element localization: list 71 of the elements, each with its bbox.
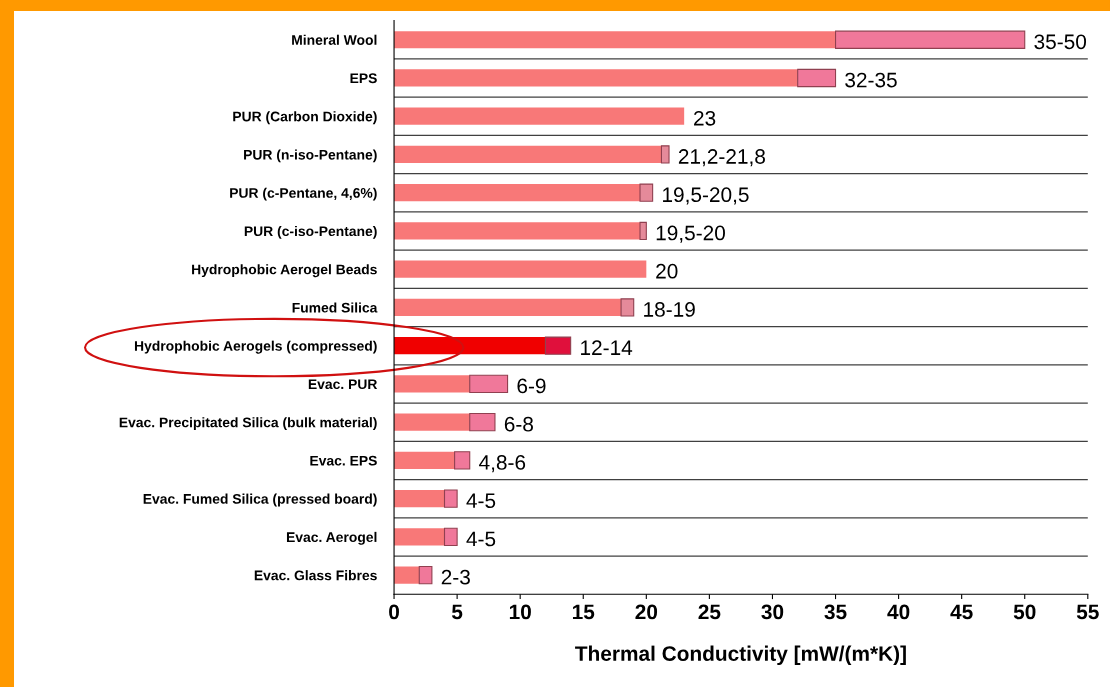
y-tick-label: PUR (c-iso-Pentane)	[244, 225, 377, 239]
total-label: 20	[656, 263, 678, 279]
x-tick-label: 35	[824, 604, 847, 620]
x-tick-label: 40	[887, 604, 910, 620]
bar	[797, 68, 837, 88]
bar	[394, 145, 662, 164]
bar	[834, 30, 1026, 49]
x-tick-label: 5	[451, 604, 463, 620]
total-label: 4-5	[466, 531, 496, 547]
bar	[394, 490, 445, 508]
y-tick-label: Evac. Fumed Silica (pressed board)	[143, 493, 377, 507]
bar	[394, 222, 641, 240]
bar	[660, 145, 670, 164]
x-tick-label: 20	[635, 604, 658, 620]
x-tick-label: 15	[572, 604, 595, 620]
total-label: 19,5-20,5	[663, 187, 749, 205]
x-tick-label: 25	[698, 604, 721, 620]
bar	[394, 107, 685, 125]
x-axis-title: Thermal Conductivity [mW/(m*K)]	[575, 645, 906, 666]
bar	[443, 527, 458, 547]
x-tick-label: 0	[389, 604, 399, 620]
x-tick-label: 50	[1013, 604, 1036, 620]
y-tick-label: PUR (Carbon Dioxide)	[233, 111, 377, 125]
total-label: 19,5-20	[656, 225, 725, 243]
bar	[469, 413, 496, 432]
total-label: 2-3	[441, 569, 470, 585]
y-tick-label: Evac. EPS	[310, 455, 377, 466]
bar	[394, 566, 420, 584]
total-label: 18-19	[644, 302, 695, 317]
x-tick-label: 55	[1076, 604, 1099, 620]
bar	[394, 31, 836, 49]
total-label: 21,2-21,8	[678, 149, 765, 167]
bar	[394, 298, 622, 317]
bar	[394, 451, 455, 470]
bar	[394, 375, 470, 393]
bar	[394, 69, 798, 87]
x-tick-label: 30	[761, 604, 784, 620]
y-tick-label: Evac. Aerogel	[286, 531, 377, 545]
y-tick-label: Mineral Wool	[292, 34, 377, 45]
y-tick-label: PUR (c-Pentane, 4,6%)	[230, 187, 377, 201]
bar	[544, 336, 572, 355]
bar	[639, 221, 647, 241]
total-label: 4-5	[466, 493, 496, 509]
bar	[394, 413, 470, 431]
y-tick-label: Hydrophobic Aerogels (compressed)	[134, 340, 377, 354]
total-label: 6-9	[517, 378, 546, 394]
y-tick-label: EPS	[350, 73, 377, 84]
total-label: 4,8-6	[479, 455, 526, 473]
bar	[394, 337, 546, 355]
y-tick-label: Evac. PUR	[308, 379, 378, 390]
bar	[639, 183, 654, 202]
bar	[394, 260, 647, 278]
y-tick-label: Evac. Precipitated Silica (bulk material)	[119, 417, 377, 431]
total-label: 6-8	[504, 416, 533, 432]
y-tick-label: Hydrophobic Aerogel Beads	[192, 264, 377, 278]
bar	[443, 489, 458, 508]
y-tick-label: Evac. Glass Fibres	[254, 570, 377, 581]
y-tick-label: PUR (n-iso-Pentane)	[244, 149, 377, 163]
total-label: 32-35	[845, 72, 897, 88]
bar	[418, 565, 433, 585]
bar	[454, 451, 471, 470]
y-tick-label: Fumed Silica	[292, 302, 378, 313]
total-label: 23	[694, 110, 716, 126]
total-label: 12-14	[581, 340, 633, 355]
bar	[469, 374, 509, 394]
x-tick-label: 45	[950, 604, 973, 620]
x-tick-label: 10	[509, 604, 531, 620]
bar	[394, 184, 641, 202]
total-label: 35-50	[1034, 34, 1087, 50]
bar	[620, 298, 635, 317]
bar	[394, 528, 445, 546]
